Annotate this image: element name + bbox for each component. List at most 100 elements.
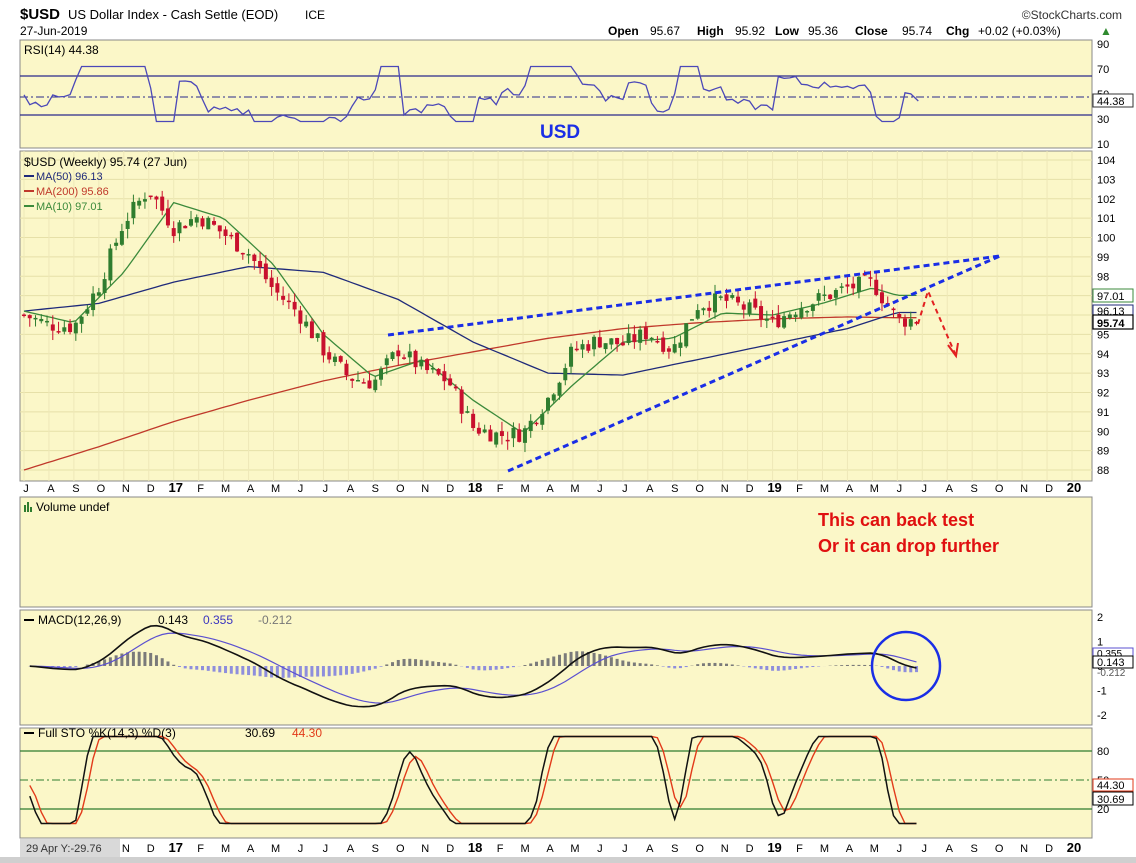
time-tick-label: A — [646, 843, 654, 855]
macd-hist-value: -0.212 — [258, 613, 292, 627]
time-tick-label: O — [995, 483, 1004, 495]
macd-hist-bar — [667, 666, 671, 668]
macd-hist-bar — [241, 666, 245, 675]
highlight-circle — [870, 630, 942, 702]
time-tick-label: S — [72, 483, 79, 495]
symbol-name: US Dollar Index - Cash Settle (EOD) — [68, 7, 278, 22]
macd-hist-bar — [753, 666, 757, 669]
candle-body — [430, 368, 435, 370]
time-tick-label: N — [1020, 843, 1028, 855]
macd-hist-bar — [719, 663, 723, 666]
macd-hist-bar — [673, 666, 677, 669]
candle-body — [68, 323, 73, 333]
candle-body — [62, 327, 67, 332]
candle-body — [672, 344, 677, 353]
macd-hist-bar — [483, 666, 487, 671]
macd-line — [29, 624, 917, 708]
macd-hist-bar — [563, 653, 567, 666]
macd-hist-bar — [195, 666, 199, 670]
open-value: 95.67 — [650, 24, 680, 38]
macd-hist-bar — [488, 666, 492, 671]
macd-hist-bar — [880, 666, 884, 667]
sto-panel: 805020 Full STO %K(14,3) %D(3) 30.69 44.… — [19, 726, 1134, 839]
macd-hist-bar — [771, 666, 775, 671]
candle-body — [770, 316, 775, 319]
candle-body — [724, 294, 729, 301]
macd-hist-bar — [471, 666, 475, 670]
projection-arrow-icon — [947, 342, 959, 359]
macd-hist-bar — [172, 664, 176, 666]
macd-tick-label: -2 — [1097, 710, 1107, 722]
time-tick-label: S — [971, 843, 978, 855]
candle-body — [292, 301, 297, 310]
sto-k-line — [29, 735, 917, 825]
rsi-label: RSI(14) 44.38 — [24, 43, 99, 57]
sto-d-value: 44.30 — [292, 726, 322, 740]
macd-histogram — [28, 651, 919, 678]
ma50-line — [23, 265, 917, 376]
candle-body — [511, 427, 516, 439]
time-tick-label: 17 — [168, 840, 182, 855]
usd-overlay-label: USD — [540, 122, 580, 143]
candle-body — [638, 329, 643, 343]
time-tick-label: F — [497, 843, 504, 855]
time-tick-label: J — [597, 483, 603, 495]
macd-hist-bar — [275, 666, 279, 678]
macd-hist-bar — [799, 666, 803, 669]
macd-hist-bar — [425, 660, 429, 666]
candle-body — [217, 225, 222, 232]
time-tick-label: M — [221, 843, 230, 855]
candle-body — [188, 219, 193, 226]
candle-body — [736, 296, 741, 303]
time-tick-label: N — [122, 843, 130, 855]
macd-hist-bar — [794, 666, 798, 669]
time-tick-label: A — [846, 483, 854, 495]
price-tick-label: 103 — [1097, 174, 1115, 186]
macd-hist-bar — [477, 666, 481, 671]
macd-hist-bar — [57, 666, 61, 668]
candle-body — [223, 229, 228, 236]
macd-hist-bar — [264, 666, 268, 677]
candle-body — [344, 363, 349, 376]
tag-macd: 0.143 — [1097, 657, 1125, 669]
rsi-tick-label: 10 — [1097, 139, 1109, 151]
candle-body — [246, 254, 251, 256]
macd-hist-bar — [506, 666, 510, 669]
candle-body — [603, 343, 608, 350]
macd-hist-bar — [529, 663, 533, 666]
macd-hist-bar — [511, 666, 515, 668]
macd-value: 0.143 — [158, 613, 188, 627]
legend-ma200: MA(200) 95.86 — [36, 186, 109, 198]
projection-path — [917, 288, 957, 357]
macd-hist-bar — [298, 666, 302, 677]
candle-body — [551, 394, 556, 401]
macd-hist-bar — [494, 666, 498, 670]
macd-hist-bar — [696, 664, 700, 666]
tag-close: 95.74 — [1097, 318, 1125, 330]
macd-hist-bar — [598, 654, 602, 666]
macd-hist-bar — [126, 652, 130, 666]
annotation-line-1: This can back test — [818, 510, 974, 530]
time-axis-bottom: JASOND17FMAMJJASOND18FMAMJJASOND19FMAMJJ… — [23, 840, 1081, 855]
candle-body — [39, 318, 44, 322]
candle-body — [413, 350, 418, 368]
time-tick-label: J — [622, 483, 628, 495]
time-tick-label: N — [122, 483, 130, 495]
macd-hist-bar — [189, 666, 193, 670]
macd-hist-bar — [177, 666, 181, 667]
macd-hist-bar — [131, 651, 135, 666]
candle-body — [148, 195, 153, 198]
candle-body — [419, 359, 424, 367]
candle-body — [718, 296, 723, 298]
macd-hist-bar — [103, 659, 107, 666]
time-tick-label: F — [197, 483, 204, 495]
candle-body — [125, 220, 130, 229]
time-tick-label: O — [396, 843, 405, 855]
candle-body — [580, 344, 585, 350]
macd-hist-bar — [546, 658, 550, 666]
macd-hist-bar — [333, 666, 337, 676]
candle-body — [655, 340, 660, 343]
macd-hist-bar — [886, 666, 890, 669]
macd-hist-bar — [379, 666, 383, 667]
macd-hist-bar — [68, 666, 72, 668]
